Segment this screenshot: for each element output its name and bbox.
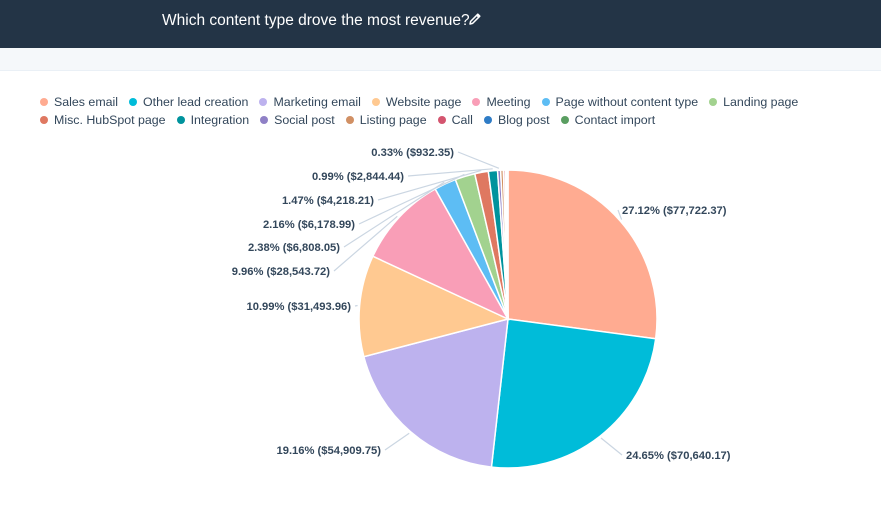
slice-data-label: 0.99% ($2,844.44) [312,171,404,183]
legend-label: Social post [274,113,335,127]
legend-swatch [472,98,481,106]
legend-label: Website page [385,95,462,109]
legend-item[interactable]: Website page [371,94,462,110]
legend-label: Page without content type [555,95,699,109]
legend-item[interactable]: Other lead creation [129,94,248,110]
legend-swatch [40,116,48,124]
legend-label: Marketing email [273,95,361,109]
slice-data-label: 2.16% ($6,178.99) [263,219,355,231]
leader-line [333,215,398,272]
slice-data-label: 19.16% ($54,909.75) [277,445,382,457]
legend-item[interactable]: Blog post [483,112,550,128]
legend-item[interactable]: Contact import [560,112,656,128]
legend-swatch [709,98,718,106]
pie-slice[interactable] [358,255,511,358]
legend-label: Meeting [486,95,531,109]
legend-label: Blog post [497,113,550,127]
leader-line [600,437,623,456]
leader-line [354,304,358,307]
legend-swatch [129,98,138,106]
legend-swatch [483,116,492,124]
slice-data-label: 9.96% ($28,543.72) [232,266,331,278]
legend-label: Integration [190,113,250,127]
slice-data-label: 0.33% ($932.35) [371,147,454,159]
legend-swatch [40,98,48,106]
leader-line [377,169,482,201]
leader-line [358,173,465,225]
leader-line [617,209,623,220]
leader-line [384,432,410,451]
legend-label: Contact import [574,113,656,127]
legend-swatch [371,98,380,106]
legend-item[interactable]: Call [437,112,473,128]
pie-slice[interactable] [507,169,658,340]
slice-data-label: 1.47% ($4,218.21) [282,195,374,207]
leader-line [343,181,445,248]
legend-swatch [176,116,185,124]
report-toolbar-strip [0,48,881,71]
leader-line [457,151,500,169]
legend-label: Call [451,113,473,127]
legend-item[interactable]: Social post [260,112,335,128]
legend-item[interactable]: Sales email [40,94,118,110]
legend-item[interactable]: Page without content type [541,94,699,110]
legend-swatch [260,116,269,124]
legend-label: Other lead creation [143,95,249,109]
legend-item[interactable]: Misc. HubSpot page [40,112,166,128]
legend-swatch [560,116,569,124]
pie-slice[interactable] [371,187,510,321]
legend-swatch [437,116,446,124]
legend-item[interactable]: Marketing email [259,94,361,110]
chart-legend: Sales email Other lead creation Marketing … [40,94,870,128]
legend-label: Misc. HubSpot page [54,113,166,127]
legend-swatch [259,98,268,106]
legend-item[interactable]: Integration [176,112,250,128]
slice-data-label: 24.65% ($70,640.17) [626,450,731,462]
slice-data-label: 2.38% ($6,808.05) [248,242,340,254]
pie-slice[interactable] [505,169,509,320]
report-header: Which content type drove the most revenu… [0,0,881,48]
slice-data-label: 10.99% ($31,493.96) [247,301,352,313]
leader-line [407,168,493,177]
legend-item[interactable]: Landing page [709,94,798,110]
legend-label: Sales email [54,95,119,109]
legend-item[interactable]: Listing page [345,112,427,128]
pie-slice[interactable] [362,317,509,468]
legend-swatch [541,98,550,106]
report-title: Which content type drove the most revenu… [162,12,470,29]
legend-item[interactable]: Meeting [472,94,531,110]
slice-data-label: 27.12% ($77,722.37) [622,205,727,217]
legend-swatch [345,116,354,124]
legend-label: Listing page [359,113,427,127]
legend-label: Landing page [723,95,799,109]
pencil-icon[interactable] [467,11,483,27]
pie-slice[interactable] [490,318,657,469]
